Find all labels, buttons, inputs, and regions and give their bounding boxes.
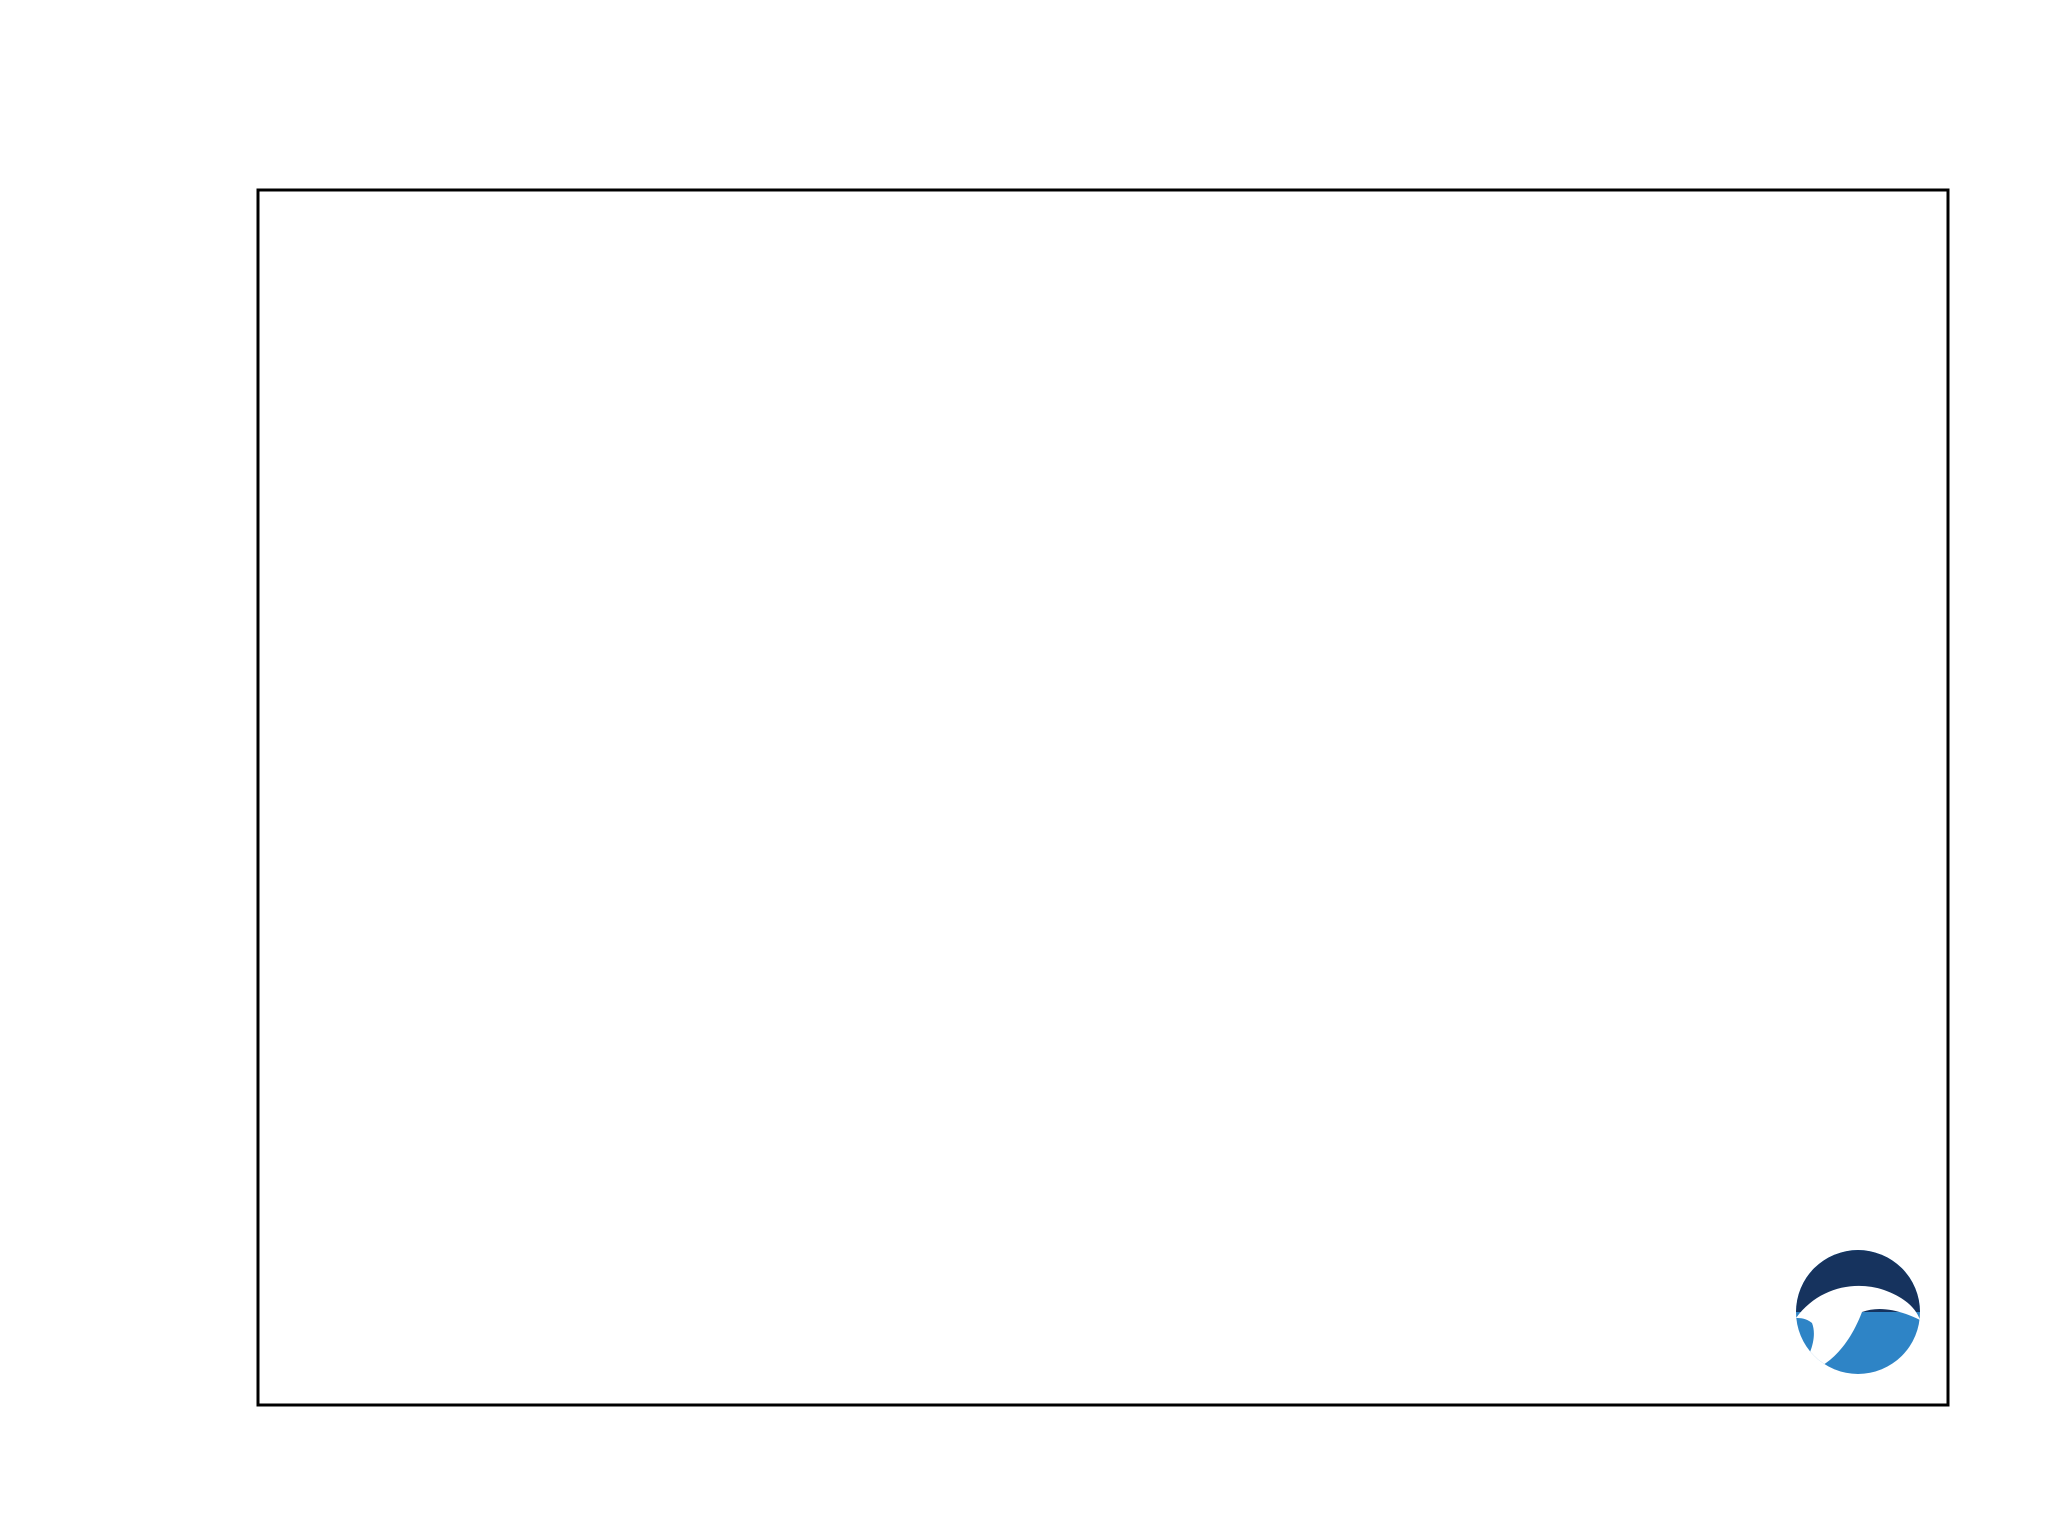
noaa-seagull-icon — [1796, 1285, 1920, 1374]
noaa-logo — [1796, 1250, 1920, 1374]
plot-frame — [256, 188, 1950, 1407]
